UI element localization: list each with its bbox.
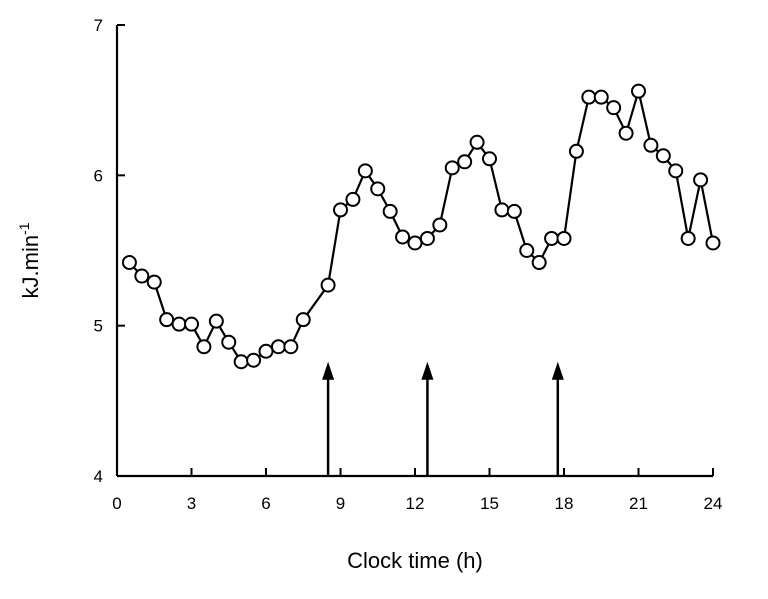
y-tick-label: 7 bbox=[94, 16, 103, 35]
data-point bbox=[432, 217, 448, 233]
data-point bbox=[544, 230, 560, 246]
x-tick-label: 9 bbox=[336, 494, 345, 513]
data-point bbox=[233, 354, 249, 370]
y-tick-label: 4 bbox=[94, 467, 103, 486]
meal-arrows bbox=[322, 361, 564, 476]
x-tick-label: 24 bbox=[704, 494, 723, 513]
data-point bbox=[655, 148, 671, 164]
data-point bbox=[419, 230, 435, 246]
data-point bbox=[407, 235, 423, 251]
y-axis: 4 5 6 7 bbox=[94, 16, 125, 486]
arrow-head bbox=[551, 361, 564, 380]
data-point bbox=[370, 181, 386, 197]
x-tick-label: 15 bbox=[480, 494, 499, 513]
data-point bbox=[556, 230, 572, 246]
x-tick-label: 6 bbox=[261, 494, 270, 513]
x-ticks: 0 3 6 9 12 15 18 21 24 bbox=[112, 468, 722, 513]
data-point bbox=[121, 255, 137, 271]
data-point bbox=[593, 89, 609, 105]
y-ticks: 4 5 6 7 bbox=[94, 16, 125, 486]
data-point bbox=[333, 202, 348, 218]
y-tick-label: 5 bbox=[94, 317, 103, 336]
x-tick-label: 18 bbox=[555, 494, 574, 513]
data-point bbox=[606, 100, 622, 116]
data-point bbox=[184, 316, 199, 332]
data-point bbox=[668, 163, 684, 179]
data-point bbox=[618, 125, 634, 141]
data-point bbox=[208, 313, 224, 329]
data-point bbox=[631, 83, 646, 99]
data-point bbox=[283, 339, 299, 355]
data-point bbox=[568, 143, 584, 159]
y-axis-title: kJ.min-1 bbox=[16, 222, 43, 298]
data-point bbox=[506, 203, 522, 219]
y-tick-label: 6 bbox=[94, 166, 103, 185]
data-point bbox=[258, 343, 274, 359]
x-axis: 0 3 6 9 12 15 18 21 24 bbox=[112, 468, 722, 513]
data-point bbox=[643, 137, 659, 153]
data-point bbox=[531, 255, 547, 271]
data-point bbox=[680, 230, 696, 246]
x-tick-label: 3 bbox=[187, 494, 196, 513]
data-point bbox=[295, 312, 311, 328]
data-point bbox=[320, 277, 336, 293]
data-point bbox=[196, 339, 212, 355]
data-point bbox=[693, 172, 709, 188]
data-point bbox=[519, 243, 535, 258]
data-point bbox=[345, 191, 361, 207]
data-point bbox=[705, 235, 721, 251]
data-point bbox=[395, 229, 411, 245]
data-point bbox=[246, 352, 262, 368]
data-point bbox=[171, 316, 187, 332]
data-point bbox=[457, 154, 473, 170]
y-axis-title-superscript: -1 bbox=[16, 222, 32, 235]
x-tick-label: 0 bbox=[112, 494, 121, 513]
x-tick-label: 12 bbox=[406, 494, 425, 513]
y-axis-title-base: kJ.min bbox=[18, 235, 43, 299]
data-point bbox=[469, 134, 485, 150]
x-axis-title: Clock time (h) bbox=[347, 548, 483, 573]
data-points bbox=[121, 83, 721, 370]
data-point bbox=[221, 334, 237, 350]
data-point bbox=[357, 163, 373, 179]
data-point bbox=[270, 339, 286, 355]
data-point bbox=[159, 312, 175, 328]
data-point bbox=[146, 274, 162, 290]
arrow-head bbox=[421, 361, 434, 380]
arrow-head bbox=[322, 361, 335, 380]
data-point bbox=[382, 203, 398, 219]
data-point bbox=[134, 268, 150, 284]
data-point bbox=[581, 89, 597, 105]
data-point bbox=[494, 202, 510, 218]
data-point bbox=[482, 151, 497, 167]
x-tick-label: 21 bbox=[629, 494, 648, 513]
data-point bbox=[444, 160, 460, 176]
